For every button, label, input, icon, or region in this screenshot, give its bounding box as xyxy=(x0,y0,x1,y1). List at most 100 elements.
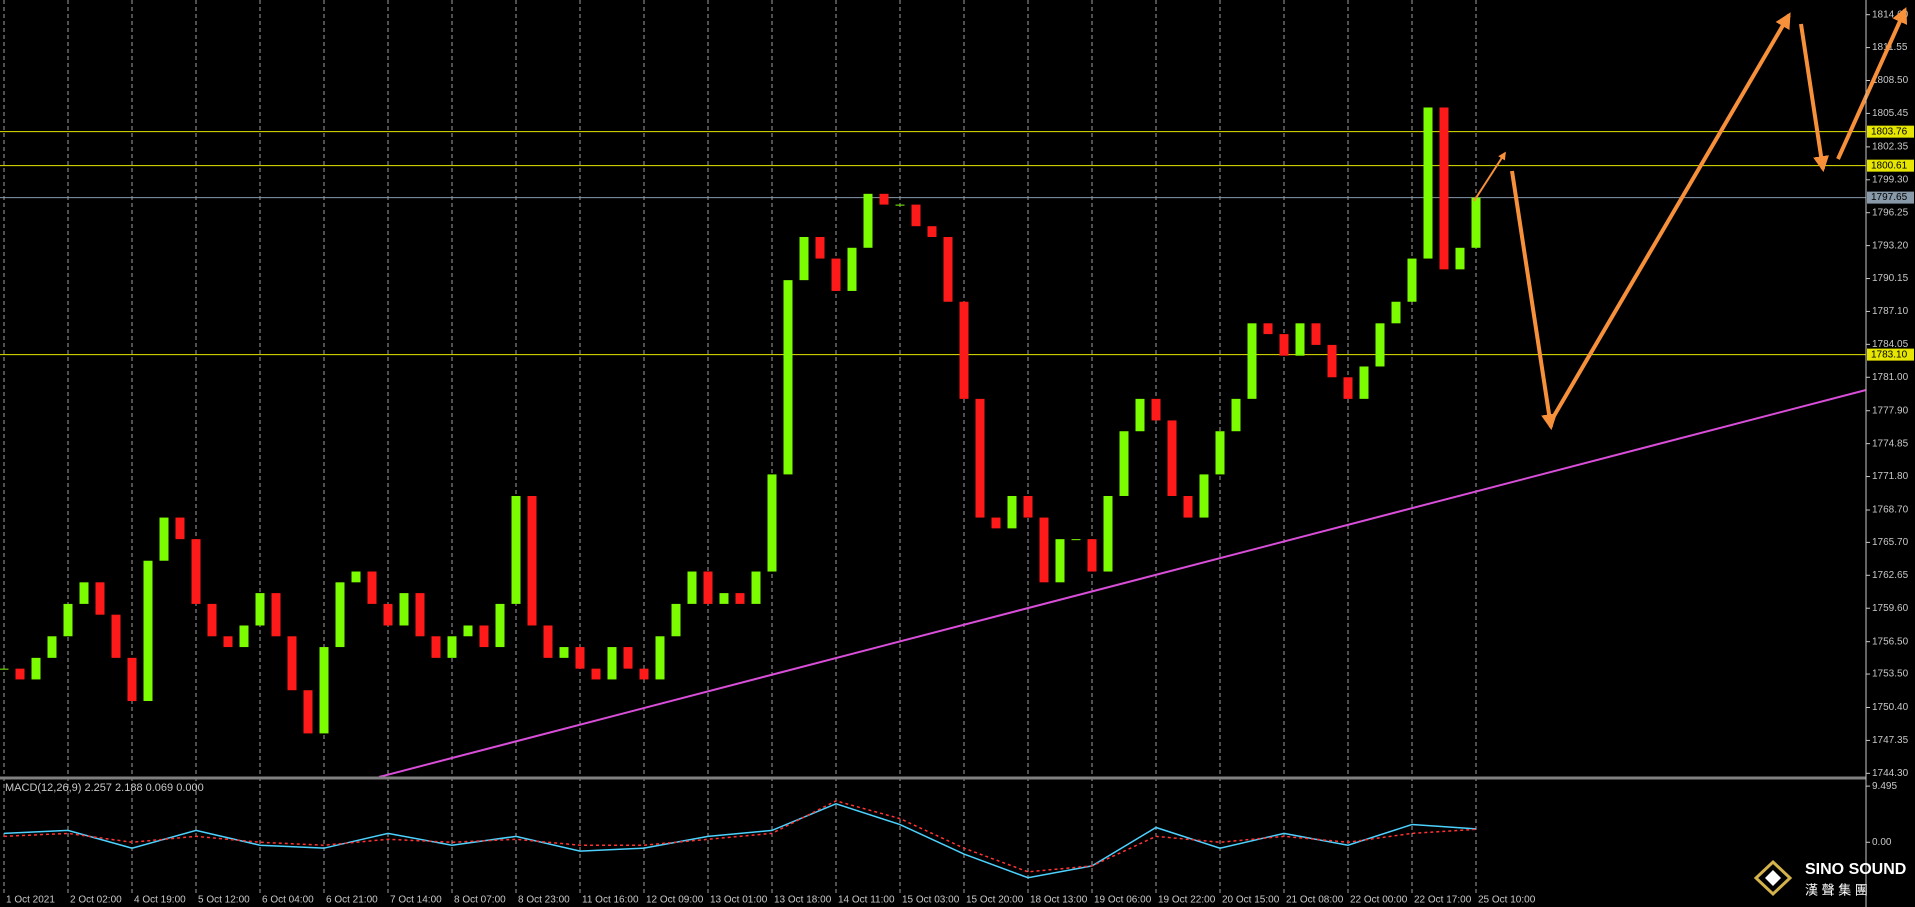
candle xyxy=(463,625,473,637)
x-tick-label: 2 Oct 02:00 xyxy=(70,895,122,906)
candle xyxy=(607,647,617,680)
x-tick-label: 6 Oct 21:00 xyxy=(326,895,378,906)
candle xyxy=(191,539,201,604)
candle xyxy=(207,603,217,637)
x-tick-label: 18 Oct 13:00 xyxy=(1030,895,1088,906)
indicator-label: MACD(12,26,9) 2.257 2.188 0.069 0.000 xyxy=(5,782,204,794)
candle xyxy=(1167,420,1177,496)
x-tick-label: 6 Oct 04:00 xyxy=(262,895,314,906)
candle xyxy=(975,398,985,518)
candle xyxy=(79,582,89,604)
candle xyxy=(159,517,169,561)
arrow xyxy=(1836,7,1908,160)
candle xyxy=(1039,517,1049,583)
candle xyxy=(559,647,569,658)
candle xyxy=(1263,323,1273,335)
y-tick-label: 1774.85 xyxy=(1872,438,1909,449)
indicator-line xyxy=(3,800,1477,873)
candle xyxy=(63,603,73,637)
candle xyxy=(671,603,681,637)
candle xyxy=(991,517,1001,529)
candle xyxy=(1311,323,1321,345)
y-tick-label: 1771.80 xyxy=(1872,471,1909,482)
candle xyxy=(0,668,9,670)
candle xyxy=(879,193,889,205)
candle xyxy=(1407,258,1417,302)
y-tick-label: 1814.60 xyxy=(1872,9,1909,20)
y-tick-label: 1768.70 xyxy=(1872,505,1909,516)
y-tick-label: 1802.35 xyxy=(1872,142,1909,153)
candle xyxy=(1103,495,1113,572)
candle xyxy=(1199,474,1209,518)
x-tick-label: 4 Oct 19:00 xyxy=(134,895,186,906)
candle xyxy=(719,593,729,604)
candle xyxy=(1183,495,1193,518)
x-tick-label: 13 Oct 01:00 xyxy=(710,895,768,906)
y-tick-label: 1750.40 xyxy=(1872,702,1909,713)
level-label: 1800.61 xyxy=(1871,160,1908,171)
y-tick-label: 1744.30 xyxy=(1872,768,1909,779)
candle xyxy=(1023,495,1033,518)
level-label-bg xyxy=(1867,348,1914,361)
indicator-line xyxy=(3,803,1477,879)
candle xyxy=(47,636,57,658)
x-tick-label: 13 Oct 18:00 xyxy=(774,895,832,906)
y-tick-label: 1756.50 xyxy=(1872,636,1909,647)
y-tick-label: 0.00 xyxy=(1872,837,1892,848)
y-tick-label: 1799.30 xyxy=(1872,174,1909,185)
candle xyxy=(703,571,713,604)
x-tick-label: 22 Oct 17:00 xyxy=(1414,895,1472,906)
y-tick-label: 1747.35 xyxy=(1872,735,1909,746)
candle xyxy=(639,668,649,680)
candle xyxy=(815,236,825,259)
x-tick-label: 8 Oct 23:00 xyxy=(518,895,570,906)
candle xyxy=(127,657,137,702)
candle xyxy=(1231,398,1241,432)
candle xyxy=(1135,398,1145,432)
level-label: 1783.10 xyxy=(1871,349,1908,360)
x-tick-label: 7 Oct 14:00 xyxy=(390,895,442,906)
candle xyxy=(1327,344,1337,378)
candle xyxy=(143,560,153,702)
y-tick-label: 1793.20 xyxy=(1872,240,1909,251)
candle xyxy=(1471,197,1481,248)
candle xyxy=(591,668,601,680)
candle xyxy=(1455,247,1465,270)
logo-icon xyxy=(1753,859,1793,897)
candle xyxy=(927,226,937,237)
candle xyxy=(767,474,777,572)
x-tick-label: 22 Oct 00:00 xyxy=(1350,895,1408,906)
y-tick-label: 1784.05 xyxy=(1872,339,1909,350)
candle xyxy=(495,603,505,648)
candle xyxy=(511,495,521,604)
candle xyxy=(287,636,297,691)
candle xyxy=(655,636,665,680)
level-label-bg xyxy=(1867,191,1914,204)
arrow xyxy=(1799,23,1829,173)
candle xyxy=(959,301,969,399)
logo-subtitle: 漢 聲 集 團 xyxy=(1805,882,1868,897)
candle xyxy=(1215,431,1225,475)
arrow xyxy=(1549,12,1791,423)
candle xyxy=(15,668,25,680)
x-tick-label: 20 Oct 15:00 xyxy=(1222,895,1280,906)
candle xyxy=(415,593,425,637)
candle xyxy=(223,636,233,648)
level-label: 1797.65 xyxy=(1871,192,1908,203)
candle xyxy=(319,647,329,734)
candle xyxy=(1391,301,1401,324)
x-tick-label: 8 Oct 07:00 xyxy=(454,895,506,906)
y-tick-label: 1787.10 xyxy=(1872,306,1909,317)
candle xyxy=(575,647,585,669)
candle xyxy=(623,647,633,669)
arrow xyxy=(1473,151,1506,202)
y-tick-label: 1781.00 xyxy=(1872,372,1909,383)
y-tick-label: 1796.25 xyxy=(1872,207,1909,218)
candle xyxy=(799,236,809,281)
y-tick-label: 1762.65 xyxy=(1872,570,1909,581)
candle xyxy=(271,593,281,637)
trendline xyxy=(378,389,1867,778)
